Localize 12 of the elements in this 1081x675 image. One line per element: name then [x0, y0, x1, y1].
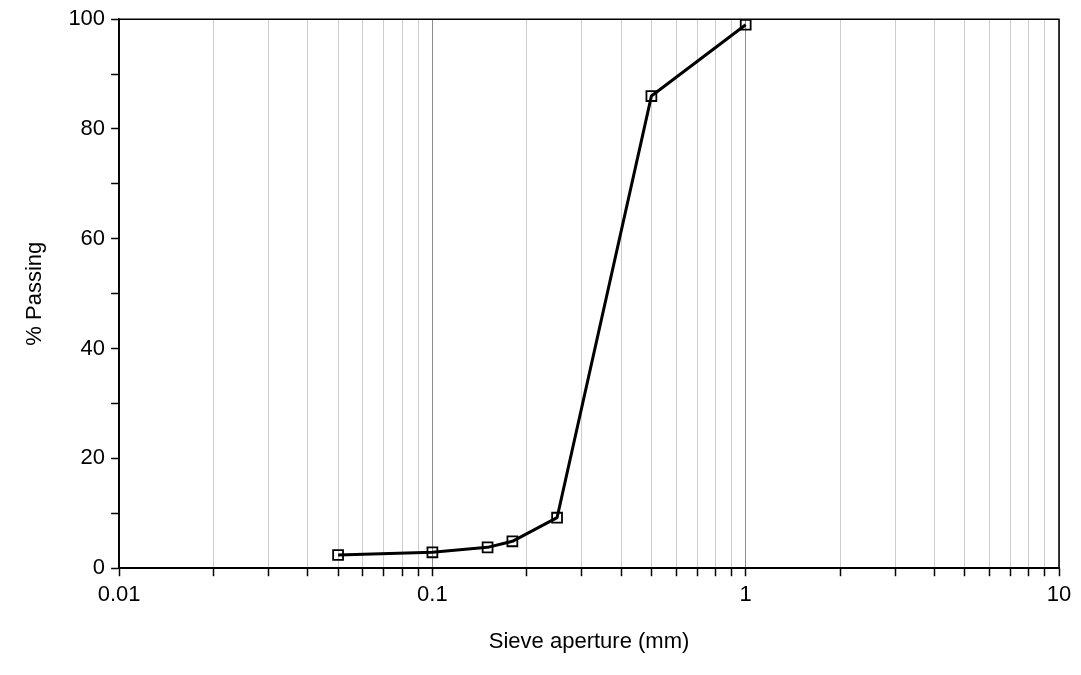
y-tick-label: 60	[80, 224, 106, 250]
y-tick-label: 0	[92, 554, 106, 580]
x-tick-label: 10	[1046, 581, 1072, 607]
x-tick-label: 1	[739, 581, 752, 607]
y-tick-label: 100	[68, 5, 106, 31]
y-axis-title: % Passing	[21, 241, 47, 346]
y-tick-label: 20	[80, 444, 106, 470]
x-axis-title: Sieve aperture (mm)	[488, 627, 690, 653]
x-tick-label: 0.1	[417, 581, 448, 607]
y-tick-label: 40	[80, 334, 106, 360]
y-tick-label: 80	[80, 115, 106, 141]
x-tick-label: 0.01	[97, 581, 141, 607]
